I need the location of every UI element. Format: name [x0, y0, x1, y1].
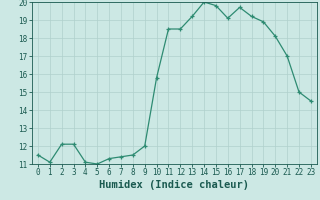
X-axis label: Humidex (Indice chaleur): Humidex (Indice chaleur) — [100, 180, 249, 190]
